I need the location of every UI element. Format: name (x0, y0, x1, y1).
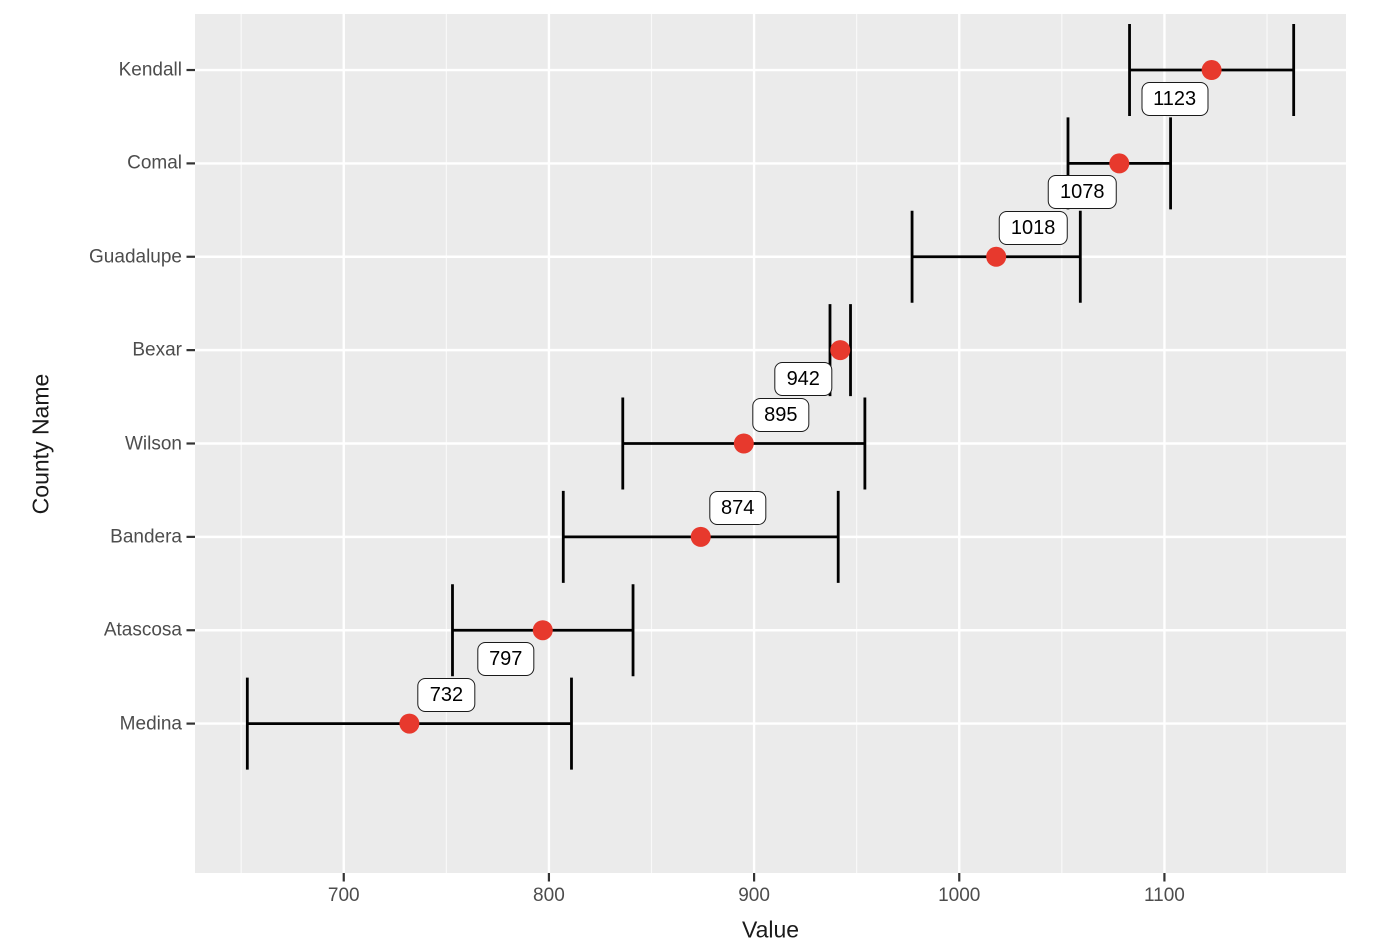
value-label: 895 (752, 398, 810, 432)
x-tick-label: 900 (738, 885, 770, 906)
x-tick-label: 1100 (1143, 885, 1185, 906)
y-tick-label: Guadalupe (89, 246, 182, 268)
value-label: 1123 (1141, 81, 1209, 116)
value-label: 1018 (998, 211, 1068, 246)
y-tick-label: Atascosa (103, 619, 182, 641)
x-axis-title: Value (741, 916, 800, 943)
data-point (399, 713, 420, 734)
x-tick-label: 800 (533, 885, 565, 906)
data-point (986, 246, 1007, 267)
y-tick-label: Medina (119, 713, 182, 735)
data-point (690, 526, 711, 547)
data-point (733, 433, 754, 454)
value-label: 732 (417, 678, 476, 713)
y-axis-title: County Name (27, 373, 54, 514)
y-tick-label: Bandera (110, 526, 182, 548)
y-tick-label: Bexar (132, 339, 182, 361)
data-point (1201, 60, 1222, 81)
x-tick-label: 700 (327, 885, 360, 906)
value-label: 942 (774, 361, 832, 396)
y-tick-label: Comal (127, 152, 182, 174)
value-label: 1078 (1048, 174, 1117, 209)
value-label: 797 (477, 641, 535, 676)
data-point (532, 620, 553, 641)
y-tick-label: Wilson (124, 433, 182, 454)
x-tick-label: 1000 (938, 885, 981, 906)
y-tick-label: Kendall (118, 59, 182, 81)
data-point (830, 340, 851, 361)
value-label: 874 (709, 491, 767, 526)
data-point (1109, 153, 1130, 174)
